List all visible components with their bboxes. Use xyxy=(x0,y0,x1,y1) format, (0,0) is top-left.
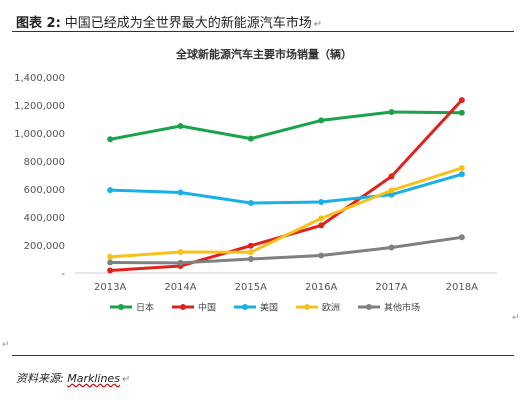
legend-label: 美国 xyxy=(260,302,278,314)
x-tick-label: 2015A xyxy=(235,282,267,293)
data-point xyxy=(458,109,465,116)
data-point xyxy=(177,249,184,255)
return-mark-icon: ↵ xyxy=(313,19,323,30)
legend-dot-marker xyxy=(304,304,310,310)
data-point xyxy=(247,249,254,256)
x-tick-label: 2016A xyxy=(305,282,337,293)
data-point xyxy=(177,123,184,129)
series-3 xyxy=(107,171,465,206)
line-chart: 全球新能源汽车主要市场销量（辆） - 200,000 400,000 600,000 8… xyxy=(14,47,497,314)
legend-item: 美国 xyxy=(234,302,278,314)
series-line xyxy=(108,166,464,259)
data-point xyxy=(458,97,465,104)
data-point xyxy=(247,200,254,206)
x-tick-label: 2014A xyxy=(164,282,196,293)
corner-mark-left: ↵ xyxy=(2,340,10,350)
data-point xyxy=(318,199,325,206)
chart-series xyxy=(107,97,465,274)
y-tick-label: 400,000 xyxy=(24,213,65,224)
chart-legend: 日本 中国 美国 欧洲 其他市场 xyxy=(110,302,420,314)
data-point xyxy=(318,252,325,259)
series-4 xyxy=(107,165,465,260)
legend-dot-marker xyxy=(180,304,186,310)
series-line xyxy=(108,172,464,205)
chart-title: 全球新能源汽车主要市场销量（辆） xyxy=(175,47,352,61)
y-tick-label: - xyxy=(61,269,65,280)
data-point xyxy=(177,189,184,196)
source-note: 资料来源: Marklines ↵ xyxy=(16,370,130,386)
legend-dot-marker xyxy=(242,304,248,310)
corner-mark-right: ↵ xyxy=(512,313,520,323)
legend-dot-marker xyxy=(118,304,124,310)
legend-item: 其他市场 xyxy=(358,302,420,314)
legend-label: 日本 xyxy=(136,302,154,314)
figure-caption: 图表 2: 中国已经成为全世界最大的新能源汽车市场 ↵ xyxy=(16,12,322,31)
data-point xyxy=(177,259,184,266)
series-1 xyxy=(107,109,465,143)
data-point xyxy=(388,244,395,251)
legend-item: 日本 xyxy=(110,302,154,314)
legend-label: 其他市场 xyxy=(384,302,420,314)
y-tick-label: 800,000 xyxy=(24,157,65,168)
data-point xyxy=(458,234,465,241)
data-point xyxy=(388,191,395,198)
x-tick-label: 2018A xyxy=(446,282,478,293)
data-point xyxy=(107,187,114,194)
source-label: 资料来源: xyxy=(16,372,64,385)
data-point xyxy=(388,173,395,180)
legend-label: 中国 xyxy=(198,302,216,314)
y-tick-label: 1,400,000 xyxy=(14,73,65,84)
caption-top-rule xyxy=(12,31,514,32)
data-point xyxy=(107,259,114,266)
data-point xyxy=(318,222,325,229)
data-point xyxy=(318,117,325,124)
data-point xyxy=(318,215,325,222)
legend-dot-marker xyxy=(366,304,372,310)
data-point xyxy=(107,253,114,260)
legend-label: 欧洲 xyxy=(322,302,340,314)
x-tick-label: 2017A xyxy=(375,282,407,293)
data-point xyxy=(458,171,465,178)
series-line xyxy=(108,110,464,141)
data-point xyxy=(247,135,254,142)
y-tick-label: 600,000 xyxy=(24,185,65,196)
data-point xyxy=(388,109,395,115)
series-5 xyxy=(107,234,465,266)
series-line xyxy=(108,235,464,265)
y-tick-label: 1,200,000 xyxy=(14,101,65,112)
legend-item: 欧洲 xyxy=(296,302,340,314)
data-point xyxy=(107,136,114,143)
data-point xyxy=(107,267,114,274)
source-value: Marklines xyxy=(67,372,120,385)
chart-axes: - 200,000 400,000 600,000 800,000 1,000,000 1,… xyxy=(14,73,497,293)
y-tick-label: 200,000 xyxy=(24,241,65,252)
x-tick-label: 2013A xyxy=(94,282,126,293)
figure-caption-text: 中国已经成为全世界最大的新能源汽车市场 xyxy=(64,16,312,31)
data-point xyxy=(247,242,254,249)
return-mark-icon-2: ↵ xyxy=(121,374,131,385)
data-point xyxy=(247,256,254,262)
figure-caption-label: 图表 2: xyxy=(16,16,61,31)
y-tick-label: 1,000,000 xyxy=(14,129,65,140)
figure-bottom-rule xyxy=(12,355,514,356)
data-point xyxy=(388,187,395,194)
legend-item: 中国 xyxy=(172,302,216,314)
data-point xyxy=(458,165,465,171)
